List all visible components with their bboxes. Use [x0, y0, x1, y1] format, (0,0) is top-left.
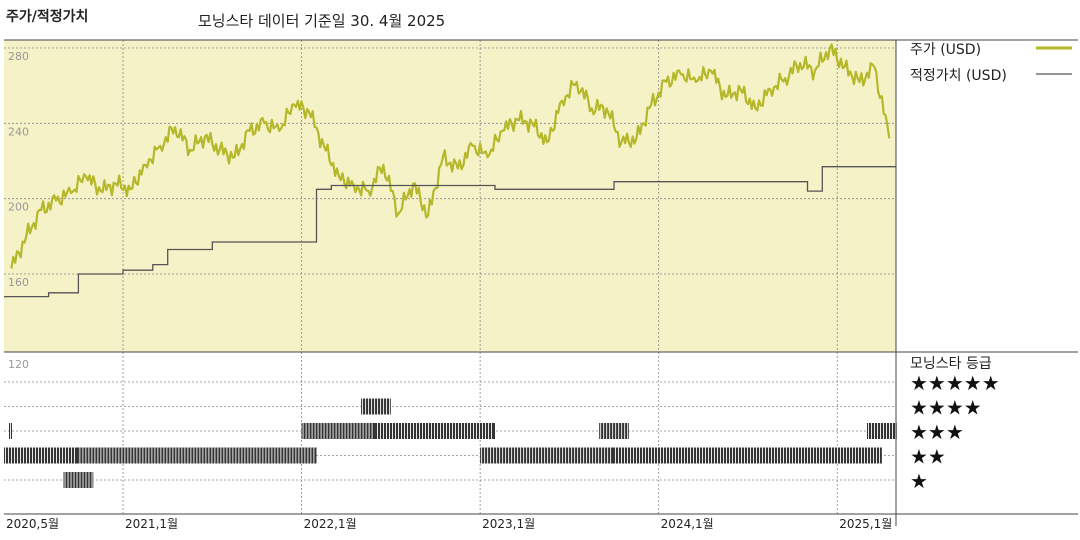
x-tick-label: 2021,1월	[125, 517, 178, 531]
rating-bar-fill	[480, 447, 615, 464]
star-rating-2: ★★	[910, 445, 946, 469]
rating-bar-2-star	[78, 447, 317, 464]
legend-rating-title: 모닝스타 등급	[910, 356, 992, 372]
rating-bar-2-star	[614, 447, 882, 464]
rating-layer	[4, 398, 897, 488]
rating-bar-2-star	[4, 447, 79, 464]
rating-bar-3-star	[866, 423, 897, 439]
legend-layer: 주가 (USD) 적정가치 (USD) 모닝스타 등급 ★★★★★ ★★★★ ★…	[910, 42, 1072, 493]
rating-bar-fill	[375, 423, 496, 439]
rating-bar-2-star	[480, 447, 615, 464]
rating-bar-3-star	[301, 423, 376, 439]
star-rating-3: ★★★	[910, 420, 964, 444]
frame-layer	[4, 39, 1078, 526]
x-tick-layer: 2020,5월 2021,1월 2022,1월 2023,1월 2024,1월 2025,…	[6, 517, 892, 531]
rating-bar-4-star	[361, 398, 391, 415]
chart-title: 주가/적정가치	[6, 9, 89, 25]
x-tick-label: 2025,1월	[839, 517, 892, 531]
star-rating-1: ★	[910, 469, 928, 493]
y-tick-label: 160	[8, 276, 29, 289]
x-tick-label: 2023,1월	[482, 517, 535, 531]
rating-bar-3-star	[599, 423, 629, 439]
y-tick-label: 120	[8, 358, 29, 371]
legend-price-label: 주가 (USD)	[910, 42, 981, 58]
series-layer	[4, 43, 896, 298]
data-date-subtitle: 모닝스타 데이터 기준일 30. 4월 2025	[198, 12, 446, 30]
rating-bar-1-star	[63, 472, 94, 488]
y-tick-label: 240	[8, 125, 29, 138]
star-rating-5: ★★★★★	[910, 371, 1000, 395]
price-series-line	[10, 43, 891, 269]
grid-layer	[4, 40, 896, 514]
rating-bar-3-star	[375, 423, 496, 439]
fair-value-series-line	[4, 166, 896, 298]
x-tick-label: 2022,1월	[304, 517, 357, 531]
x-tick-label: 2024,1월	[661, 517, 714, 531]
y-tick-label: 200	[8, 201, 29, 214]
legend-fair-value-label: 적정가치 (USD)	[910, 68, 1007, 84]
price-panel-background	[4, 40, 896, 352]
x-tick-label: 2020,5월	[6, 517, 59, 531]
rating-bar-3-star	[9, 423, 12, 439]
y-tick-label: 280	[8, 50, 29, 63]
y-tick-layer: 280 240 200 160 120	[8, 50, 29, 371]
star-rating-4: ★★★★	[910, 396, 982, 420]
